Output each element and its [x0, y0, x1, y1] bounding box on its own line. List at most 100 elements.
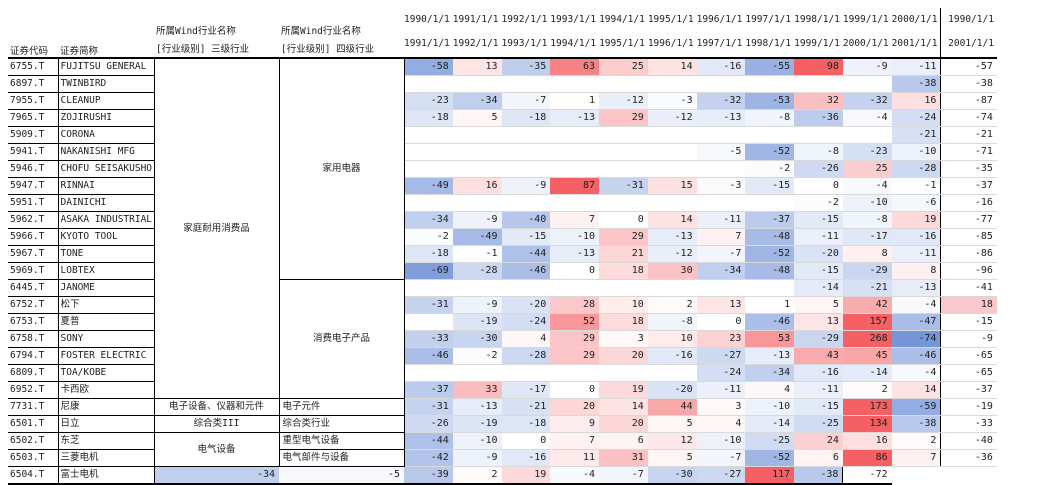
return-cell: -52: [745, 143, 795, 161]
stock-code: 6809.T: [8, 364, 58, 382]
return-cell: -4: [550, 466, 600, 485]
return-cell: 134: [842, 415, 892, 433]
return-cell: -46: [501, 262, 551, 280]
return-cell: -11: [794, 381, 843, 399]
return-cell: -13: [745, 347, 795, 365]
return-cell: -37: [404, 381, 453, 399]
return-cell: -19: [452, 415, 502, 433]
return-cell: [599, 143, 648, 161]
table-row: 5962.T ASAKA INDUSTRIAL -34 -9 -40 7 0 14 -11 -37…: [8, 211, 997, 229]
stock-name: SONY: [57, 330, 155, 348]
return-cell: -10: [891, 143, 941, 161]
stock-name: KYOTO TOOL: [57, 228, 155, 246]
return-cell: [647, 75, 697, 93]
return-cell: -4: [891, 296, 941, 314]
return-cell: 14: [599, 398, 648, 416]
return-cell: -21: [842, 279, 892, 297]
header-period-start: 1995/1/1: [647, 14, 694, 25]
return-cell: -2: [794, 194, 843, 212]
return-cell: 19: [501, 466, 551, 485]
return-cell: 16: [842, 432, 892, 450]
return-cell: -13: [696, 109, 746, 127]
header-industry-level3-line2: [行业级别] 三级行业: [156, 44, 250, 55]
return-cell: -7: [696, 245, 746, 263]
return-cell: [745, 279, 795, 297]
return-cell: 44: [647, 398, 697, 416]
header-industry-level4: 所属Wind行业名称 [行业级别] 四级行业: [279, 8, 404, 59]
industry-level4: 家用电器: [278, 58, 405, 280]
stock-code: 5966.T: [8, 228, 58, 246]
return-cell: [599, 279, 648, 297]
total-return-cell: -65: [940, 364, 997, 382]
stock-name: CLEANUP: [57, 92, 155, 110]
return-cell: 268: [842, 330, 892, 348]
stock-code: 6758.T: [8, 330, 58, 348]
return-cell: [452, 160, 502, 178]
return-cell: -13: [550, 109, 600, 127]
header-period: 1991/1/1 1992/1/1: [452, 8, 502, 59]
return-cell: 13: [794, 313, 843, 331]
industry-level4: 电子元件: [278, 398, 405, 416]
return-cell: -52: [745, 245, 795, 263]
return-cell: -7: [599, 466, 648, 485]
return-cell: -1: [452, 245, 502, 263]
stock-name: JANOME: [57, 279, 155, 297]
header-period-end: 1993/1/1: [501, 38, 548, 49]
return-cell: -23: [404, 92, 453, 110]
return-cell: 18: [599, 313, 648, 331]
return-cell: -24: [501, 313, 551, 331]
return-cell: 24: [794, 432, 843, 450]
return-cell: 1: [745, 296, 795, 314]
return-cell: [794, 126, 843, 144]
stock-name: 日立: [57, 415, 155, 433]
return-cell: -16: [696, 58, 746, 76]
return-cell: 25: [599, 58, 648, 76]
header-period: 2000/1/1 2001/1/1: [891, 8, 941, 59]
return-cell: [550, 279, 600, 297]
return-cell: 9: [550, 415, 600, 433]
return-cell: -15: [794, 398, 843, 416]
return-cell: -21: [891, 126, 941, 144]
header-period-start: 1999/1/1: [842, 14, 889, 25]
total-return-cell: -77: [940, 211, 997, 229]
return-cell: [696, 194, 746, 212]
header-industry-level4-line1: 所属Wind行业名称: [281, 26, 361, 37]
return-cell: [501, 279, 551, 297]
return-cell: 19: [891, 211, 941, 229]
header-industry-level3-line1: 所属Wind行业名称: [156, 26, 236, 37]
return-cell: 7: [696, 228, 746, 246]
stock-name: FOSTER ELECTRIC: [57, 347, 155, 365]
header-period-start: 1992/1/1: [501, 14, 548, 25]
stock-code: 6501.T: [8, 415, 58, 433]
return-cell: -7: [696, 449, 746, 467]
return-cell: -14: [794, 279, 843, 297]
table-row: 6753.T 夏普 -19 -24 52 18 -8 0 -46 13 157 -47 -15: [8, 313, 997, 331]
stock-code: 6503.T: [8, 449, 58, 467]
return-cell: 8: [842, 245, 892, 263]
header-period-end: 1995/1/1: [599, 38, 645, 49]
return-cell: -28: [452, 262, 502, 280]
return-cell: 25: [842, 160, 892, 178]
header-period-start: 1990/1/1: [404, 14, 450, 25]
return-cell: [745, 194, 795, 212]
return-cell: 0: [599, 211, 648, 229]
table-row: 6502.T 东芝 电气设备 重型电气设备 -44 -10 0 7 6 12 -10 -25 24 16 2…: [8, 432, 997, 467]
return-cell: [745, 126, 795, 144]
header-period-end: 1997/1/1: [696, 38, 743, 49]
header-period: 1993/1/1 1994/1/1: [550, 8, 600, 59]
return-cell: -5: [279, 466, 404, 485]
return-cell: 14: [647, 58, 697, 76]
stock-code: 5946.T: [8, 160, 58, 178]
header-period: 1995/1/1 1996/1/1: [647, 8, 697, 59]
return-cell: -8: [842, 211, 892, 229]
return-cell: -17: [842, 228, 892, 246]
return-cell: -1: [891, 177, 941, 195]
return-cell: -17: [501, 381, 551, 399]
return-cell: -28: [891, 160, 941, 178]
return-cell: -3: [647, 92, 697, 110]
return-cell: [404, 364, 453, 382]
stock-name: 尼康: [57, 398, 155, 416]
return-cell: [550, 126, 600, 144]
return-cell: -28: [501, 347, 551, 365]
